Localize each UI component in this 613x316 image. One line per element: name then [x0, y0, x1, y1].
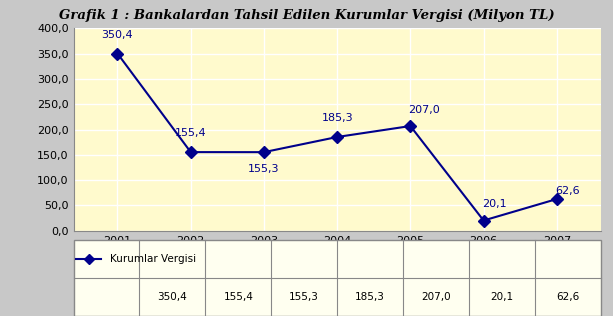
Text: 62,6: 62,6	[556, 292, 579, 302]
Text: Grafik 1 : Bankalardan Tahsil Edilen Kurumlar Vergisi (Milyon TL): Grafik 1 : Bankalardan Tahsil Edilen Kur…	[59, 9, 554, 22]
Text: 185,3: 185,3	[321, 113, 353, 123]
Text: Kurumlar Vergisi: Kurumlar Vergisi	[110, 254, 196, 264]
Text: 350,4: 350,4	[158, 292, 188, 302]
Text: 155,3: 155,3	[289, 292, 319, 302]
Text: 155,3: 155,3	[248, 164, 280, 174]
Text: 62,6: 62,6	[555, 186, 581, 196]
Text: 207,0: 207,0	[421, 292, 451, 302]
Text: 185,3: 185,3	[355, 292, 385, 302]
Text: 155,4: 155,4	[223, 292, 253, 302]
Text: 350,4: 350,4	[102, 30, 133, 40]
Text: 20,1: 20,1	[482, 199, 507, 210]
Text: 20,1: 20,1	[490, 292, 514, 302]
Text: 207,0: 207,0	[408, 105, 440, 115]
Text: 155,4: 155,4	[175, 128, 207, 138]
